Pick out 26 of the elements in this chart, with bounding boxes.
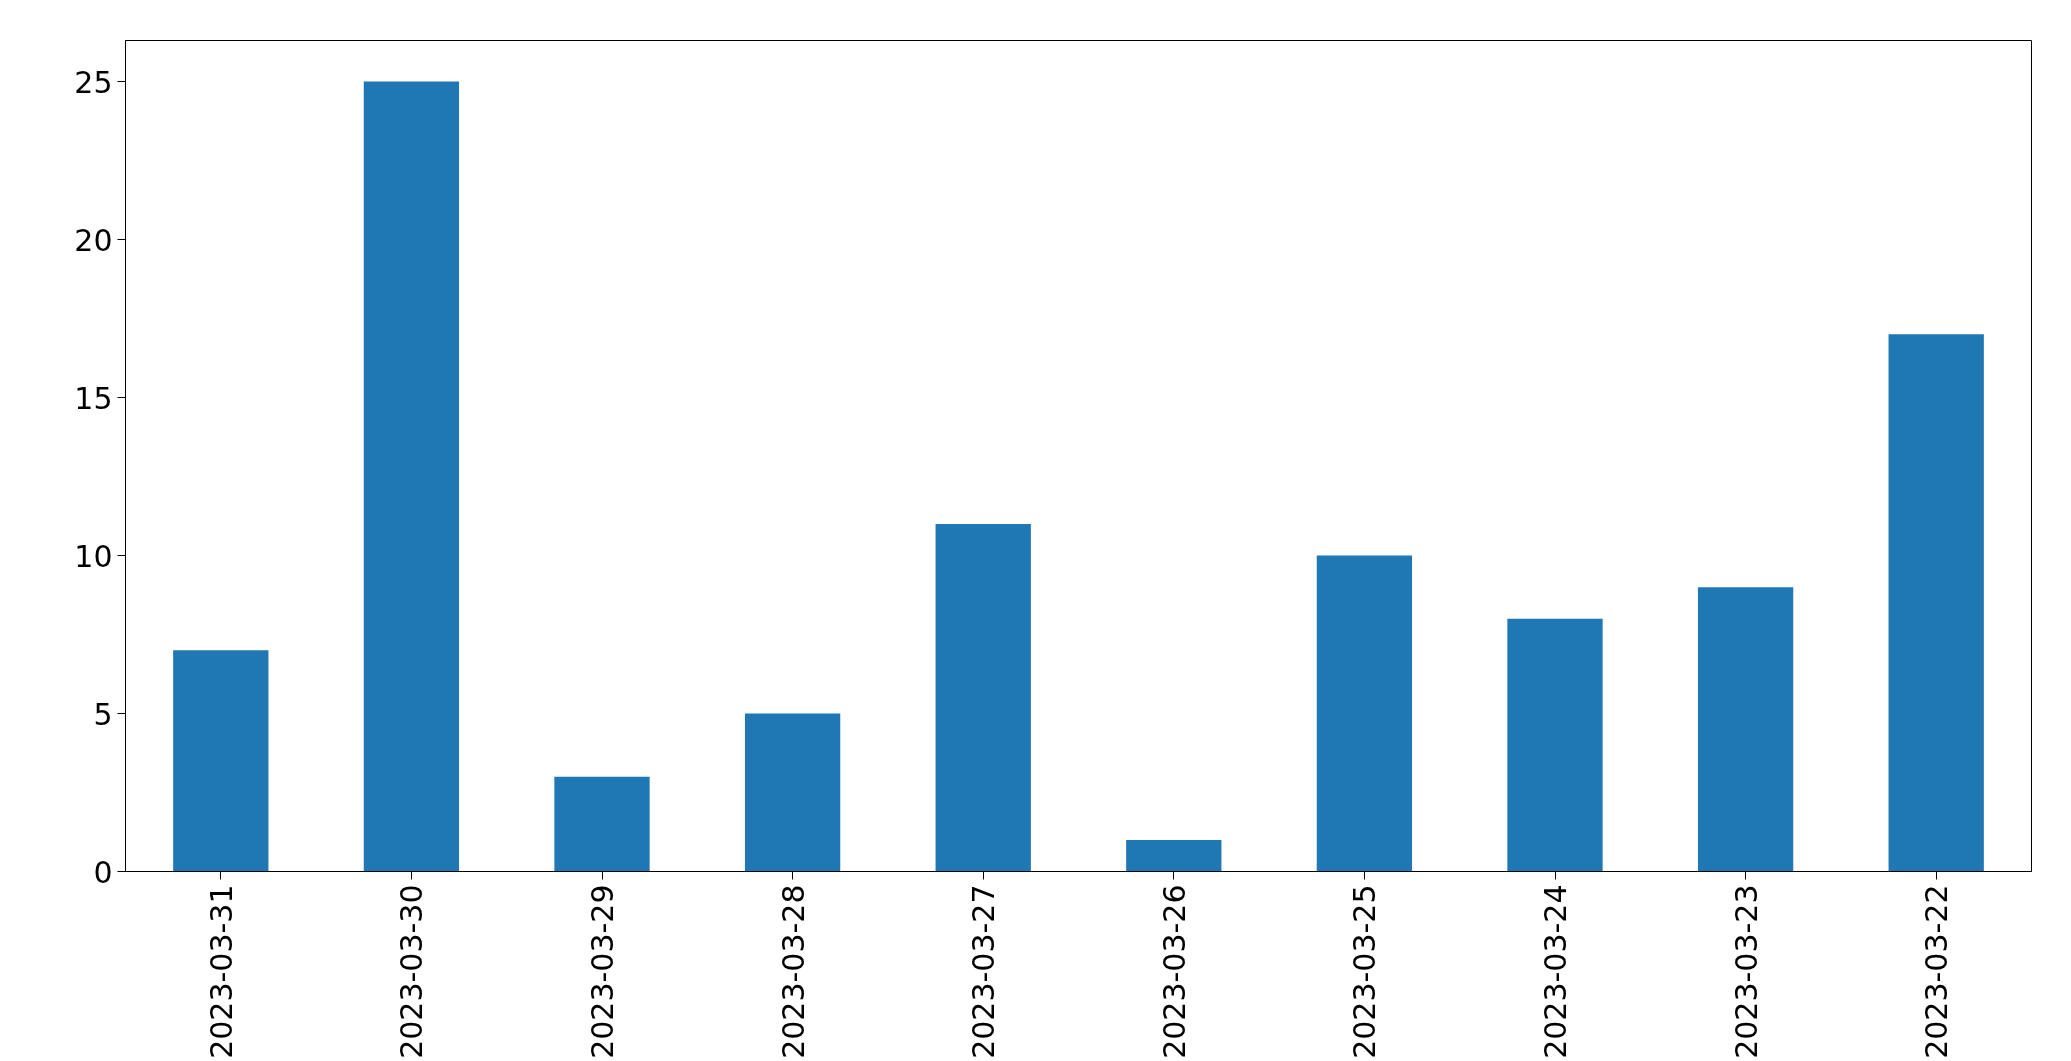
x-tick-label: 2023-03-22 [1919, 884, 1955, 1059]
y-tick-label: 5 [93, 696, 113, 732]
bar [363, 81, 460, 872]
y-tick-label: 10 [74, 538, 113, 574]
y-tick-label: 25 [74, 64, 113, 100]
y-tick-label: 20 [74, 222, 113, 258]
x-tick-label: 2023-03-31 [203, 884, 239, 1059]
bar [173, 650, 269, 872]
bar [935, 523, 1031, 872]
x-tick-label: 2023-03-29 [585, 884, 620, 1059]
bar [554, 776, 650, 872]
x-tick-label: 2023-03-25 [1347, 884, 1383, 1059]
bar [1888, 334, 1984, 872]
x-tick-label: 2023-03-27 [966, 884, 1002, 1059]
x-tick-label: 2023-03-30 [394, 884, 430, 1059]
bar [1316, 555, 1413, 872]
x-tick-label: 2023-03-26 [1156, 884, 1192, 1059]
bar [1697, 587, 1794, 872]
x-tick-label: 2023-03-28 [775, 884, 811, 1059]
bar [1507, 618, 1603, 872]
bar [1126, 839, 1222, 872]
x-tick-label: 2023-03-24 [1538, 884, 1573, 1059]
x-tick-label: 2023-03-23 [1728, 884, 1764, 1059]
y-tick-label: 15 [74, 380, 113, 416]
y-tick-label: 0 [93, 854, 113, 890]
bar [744, 713, 841, 872]
